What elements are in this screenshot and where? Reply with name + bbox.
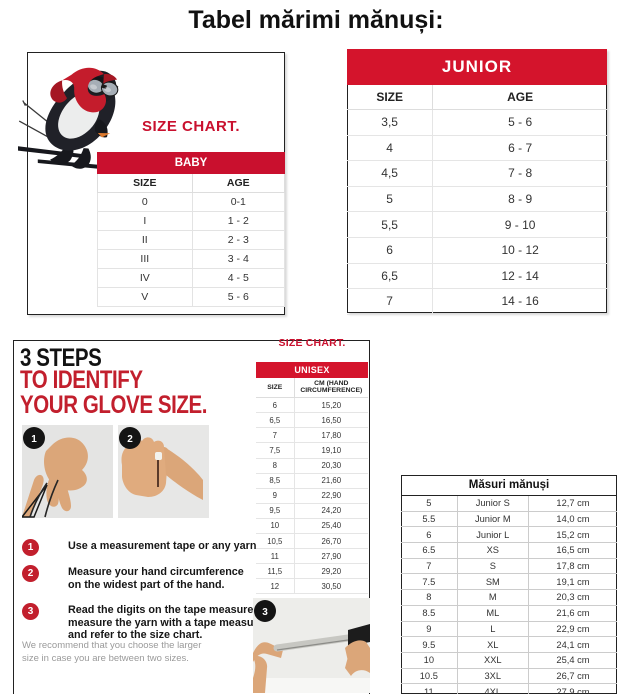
svg-text:1: 1 — [31, 434, 37, 445]
svg-text:3: 3 — [262, 607, 268, 618]
svg-text:2: 2 — [127, 434, 133, 445]
